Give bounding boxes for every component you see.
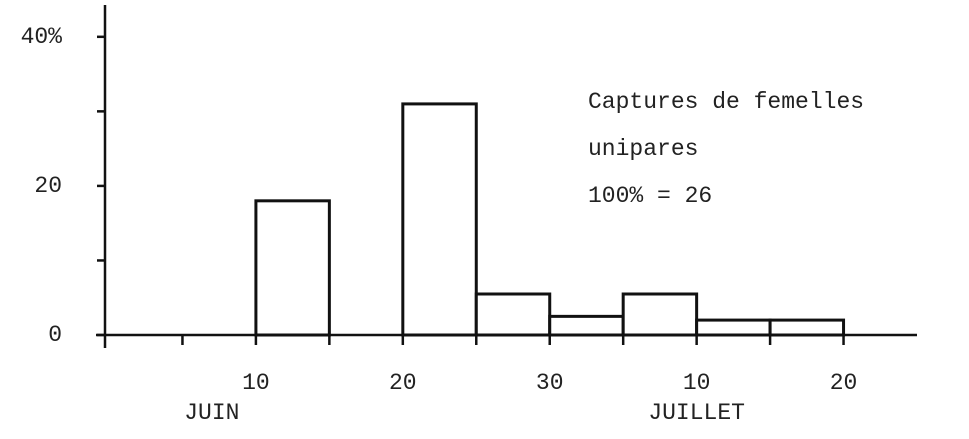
x-tick-label: 10 bbox=[683, 370, 711, 396]
annotation: 100% = 26 bbox=[588, 183, 712, 209]
bar bbox=[768, 318, 846, 337]
y-tick-label: 20 bbox=[34, 173, 62, 199]
bar bbox=[254, 199, 331, 337]
bar bbox=[401, 102, 478, 337]
bar bbox=[695, 318, 772, 337]
annotation: Captures de femelles bbox=[588, 89, 864, 115]
bar bbox=[621, 292, 699, 337]
month-label: JUIN bbox=[184, 400, 239, 426]
bar bbox=[474, 292, 552, 337]
x-tick-label: 20 bbox=[389, 370, 417, 396]
x-tick-label: 10 bbox=[242, 370, 270, 396]
y-tick-label: 0 bbox=[48, 322, 62, 348]
month-label: JUILLET bbox=[648, 400, 745, 426]
x-tick-label: 20 bbox=[830, 370, 858, 396]
x-tick-label: 30 bbox=[536, 370, 564, 396]
y-tick-label: 40% bbox=[21, 24, 63, 50]
annotation: unipares bbox=[588, 136, 698, 162]
bar bbox=[548, 314, 625, 337]
